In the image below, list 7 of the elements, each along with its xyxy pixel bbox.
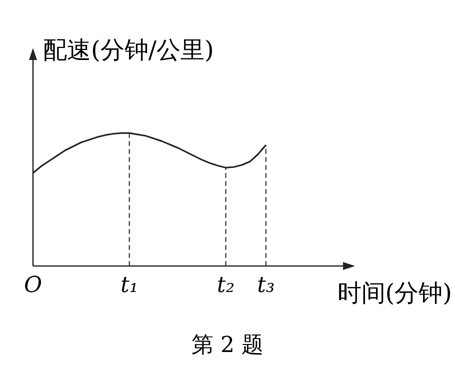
x-tick-label: t₁ xyxy=(120,273,138,298)
x-axis-title: 时间(分钟) xyxy=(337,279,452,307)
x-tick-label: t₃ xyxy=(257,273,275,298)
x-tick-label: t₂ xyxy=(216,273,235,298)
text: 第 2 题 xyxy=(192,333,264,358)
x-tick-label: O xyxy=(24,273,42,298)
y-axis-title: 配速(分钟/公里) xyxy=(43,36,214,64)
